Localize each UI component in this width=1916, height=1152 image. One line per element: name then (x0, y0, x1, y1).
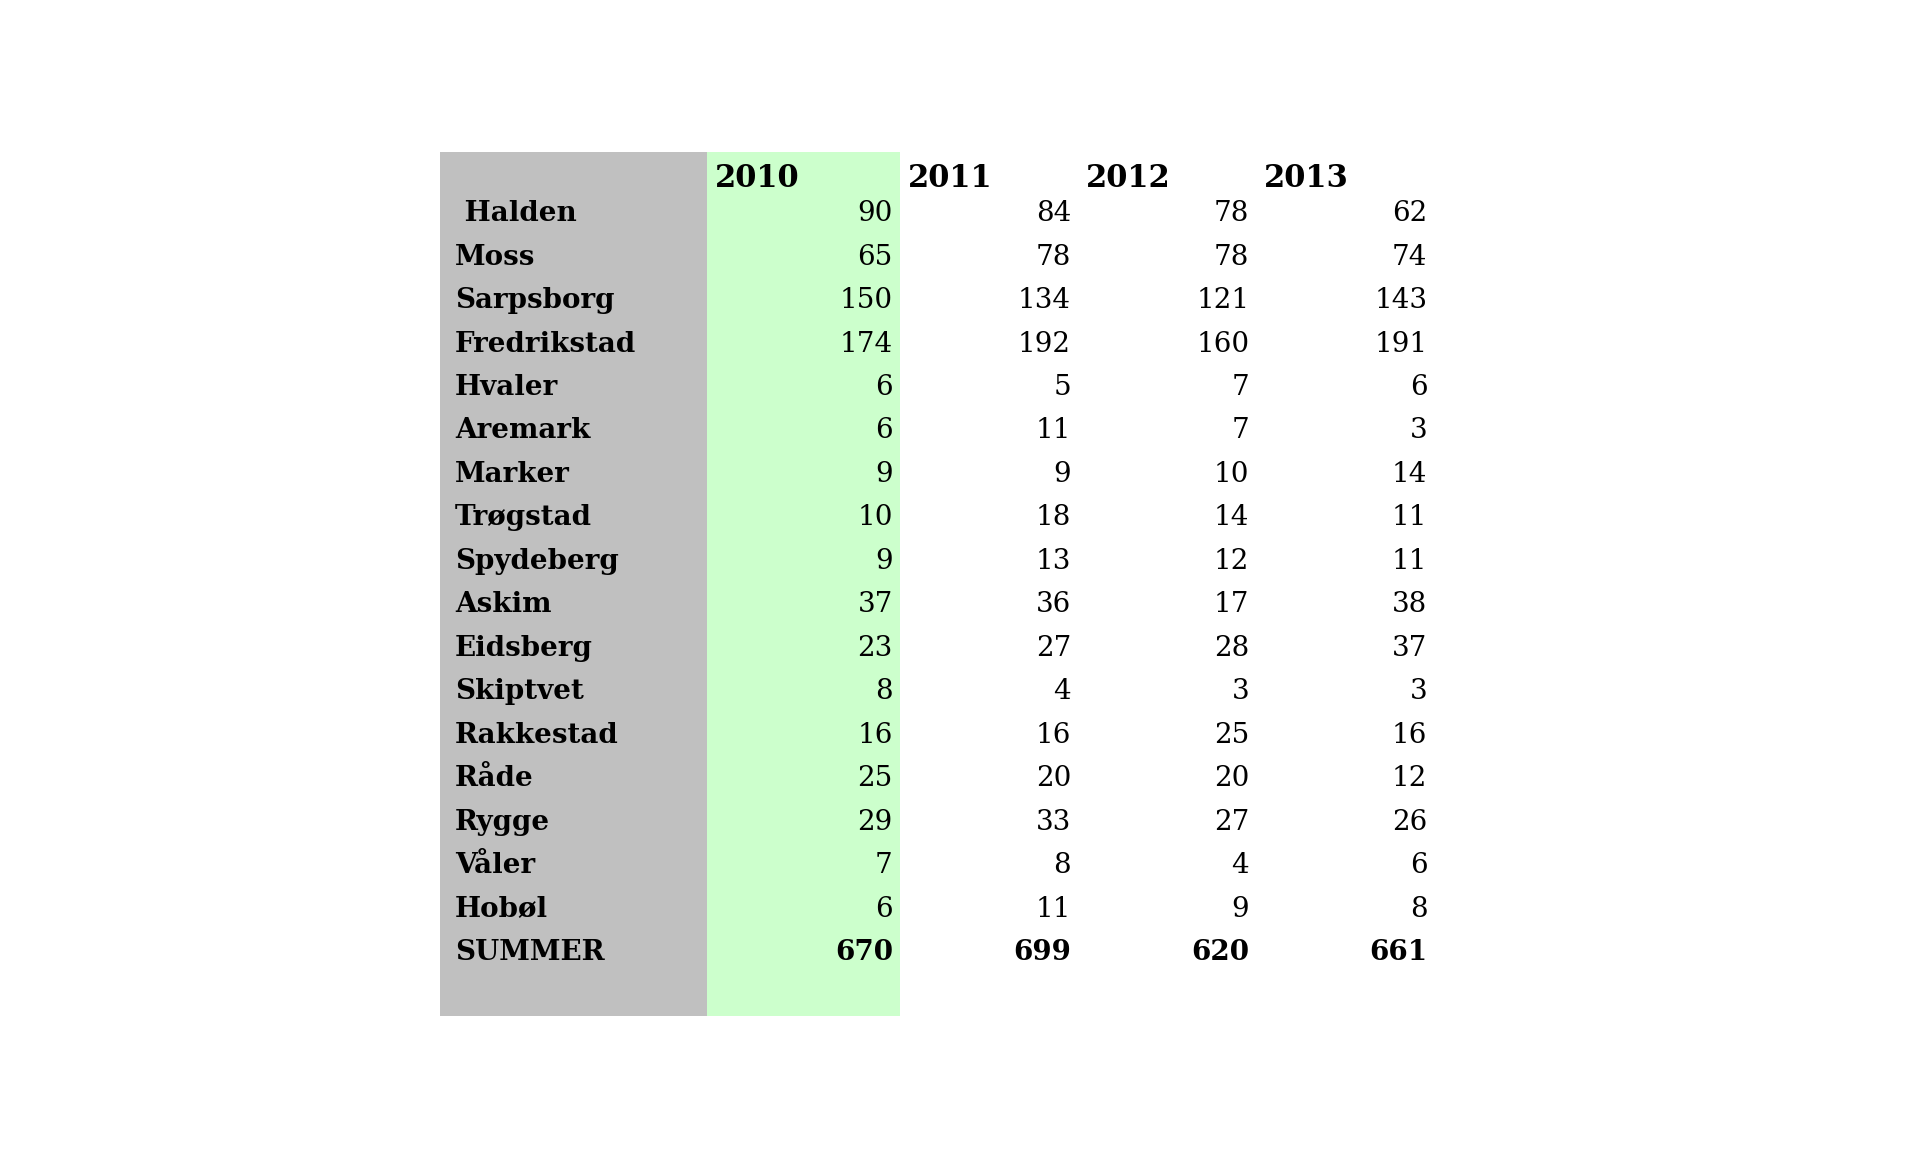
Text: 11: 11 (1391, 505, 1427, 531)
Text: 192: 192 (1017, 331, 1071, 357)
Text: 2010: 2010 (715, 162, 799, 194)
Text: 9: 9 (876, 461, 893, 488)
Text: 84: 84 (1037, 200, 1071, 227)
Text: Sarpsborg: Sarpsborg (454, 287, 615, 314)
Text: 9: 9 (1054, 461, 1071, 488)
Text: 20: 20 (1037, 765, 1071, 793)
Text: 134: 134 (1017, 287, 1071, 314)
Text: 25: 25 (1215, 721, 1249, 749)
Text: 3: 3 (1410, 417, 1427, 445)
Bar (441, 152, 707, 1016)
Text: 5: 5 (1054, 374, 1071, 401)
Text: 9: 9 (876, 548, 893, 575)
Text: 2013: 2013 (1265, 162, 1349, 194)
Text: 6: 6 (1410, 852, 1427, 879)
Text: Råde: Råde (454, 765, 533, 793)
Text: 78: 78 (1037, 243, 1071, 271)
Bar (901, 152, 1435, 1016)
Text: 7: 7 (1232, 417, 1249, 445)
Text: 36: 36 (1037, 591, 1071, 619)
Text: 16: 16 (858, 721, 893, 749)
Text: 37: 37 (858, 591, 893, 619)
Text: 11: 11 (1391, 548, 1427, 575)
Text: 74: 74 (1393, 243, 1427, 271)
Text: 4: 4 (1054, 679, 1071, 705)
Text: 11: 11 (1035, 895, 1071, 923)
Text: 8: 8 (1410, 895, 1427, 923)
Text: 6: 6 (876, 895, 893, 923)
Text: 620: 620 (1192, 939, 1249, 967)
Text: 6: 6 (876, 417, 893, 445)
Text: 9: 9 (1232, 895, 1249, 923)
Text: 23: 23 (858, 635, 893, 661)
Text: 27: 27 (1037, 635, 1071, 661)
Text: 150: 150 (839, 287, 893, 314)
Text: 62: 62 (1393, 200, 1427, 227)
Text: Skiptvet: Skiptvet (454, 679, 584, 705)
Text: 143: 143 (1374, 287, 1427, 314)
Text: Halden: Halden (454, 200, 577, 227)
Text: Marker: Marker (454, 461, 569, 488)
Text: SUMMER: SUMMER (454, 939, 604, 967)
Text: Rygge: Rygge (454, 809, 550, 835)
Text: 661: 661 (1370, 939, 1427, 967)
Text: 2011: 2011 (908, 162, 992, 194)
Text: 27: 27 (1215, 809, 1249, 835)
Text: 191: 191 (1374, 331, 1427, 357)
Text: 4: 4 (1232, 852, 1249, 879)
Text: 18: 18 (1037, 505, 1071, 531)
Text: 8: 8 (876, 679, 893, 705)
Text: 160: 160 (1196, 331, 1249, 357)
Text: 8: 8 (1054, 852, 1071, 879)
Text: 78: 78 (1215, 200, 1249, 227)
Text: 12: 12 (1393, 765, 1427, 793)
Text: Aremark: Aremark (454, 417, 590, 445)
Text: 28: 28 (1215, 635, 1249, 661)
Text: 17: 17 (1213, 591, 1249, 619)
Text: 11: 11 (1035, 417, 1071, 445)
Text: 16: 16 (1393, 721, 1427, 749)
Text: Hobøl: Hobøl (454, 895, 548, 923)
Text: Spydeberg: Spydeberg (454, 548, 619, 575)
Text: Askim: Askim (454, 591, 552, 619)
Text: Moss: Moss (454, 243, 535, 271)
Text: 6: 6 (1410, 374, 1427, 401)
Text: 90: 90 (858, 200, 893, 227)
Text: 6: 6 (876, 374, 893, 401)
Text: 33: 33 (1037, 809, 1071, 835)
Text: 121: 121 (1196, 287, 1249, 314)
Text: 14: 14 (1215, 505, 1249, 531)
Text: 699: 699 (1014, 939, 1071, 967)
Text: 65: 65 (858, 243, 893, 271)
Text: 3: 3 (1232, 679, 1249, 705)
Text: 13: 13 (1037, 548, 1071, 575)
Text: 10: 10 (1213, 461, 1249, 488)
Text: Rakkestad: Rakkestad (454, 721, 619, 749)
Text: 37: 37 (1393, 635, 1427, 661)
Text: Våler: Våler (454, 852, 535, 879)
Text: 7: 7 (1232, 374, 1249, 401)
Text: Trøgstad: Trøgstad (454, 505, 592, 531)
Text: 26: 26 (1393, 809, 1427, 835)
Text: 78: 78 (1215, 243, 1249, 271)
Text: 12: 12 (1215, 548, 1249, 575)
Text: 16: 16 (1037, 721, 1071, 749)
Text: 10: 10 (856, 505, 893, 531)
Text: 174: 174 (839, 331, 893, 357)
Text: 20: 20 (1215, 765, 1249, 793)
Text: 670: 670 (835, 939, 893, 967)
Text: 25: 25 (858, 765, 893, 793)
Text: 29: 29 (858, 809, 893, 835)
Text: 14: 14 (1393, 461, 1427, 488)
Text: Hvaler: Hvaler (454, 374, 558, 401)
Text: 3: 3 (1410, 679, 1427, 705)
Text: Fredrikstad: Fredrikstad (454, 331, 636, 357)
Text: Eidsberg: Eidsberg (454, 635, 592, 661)
Bar (707, 152, 901, 1016)
Text: 2012: 2012 (1086, 162, 1171, 194)
Text: 7: 7 (876, 852, 893, 879)
Text: 38: 38 (1393, 591, 1427, 619)
